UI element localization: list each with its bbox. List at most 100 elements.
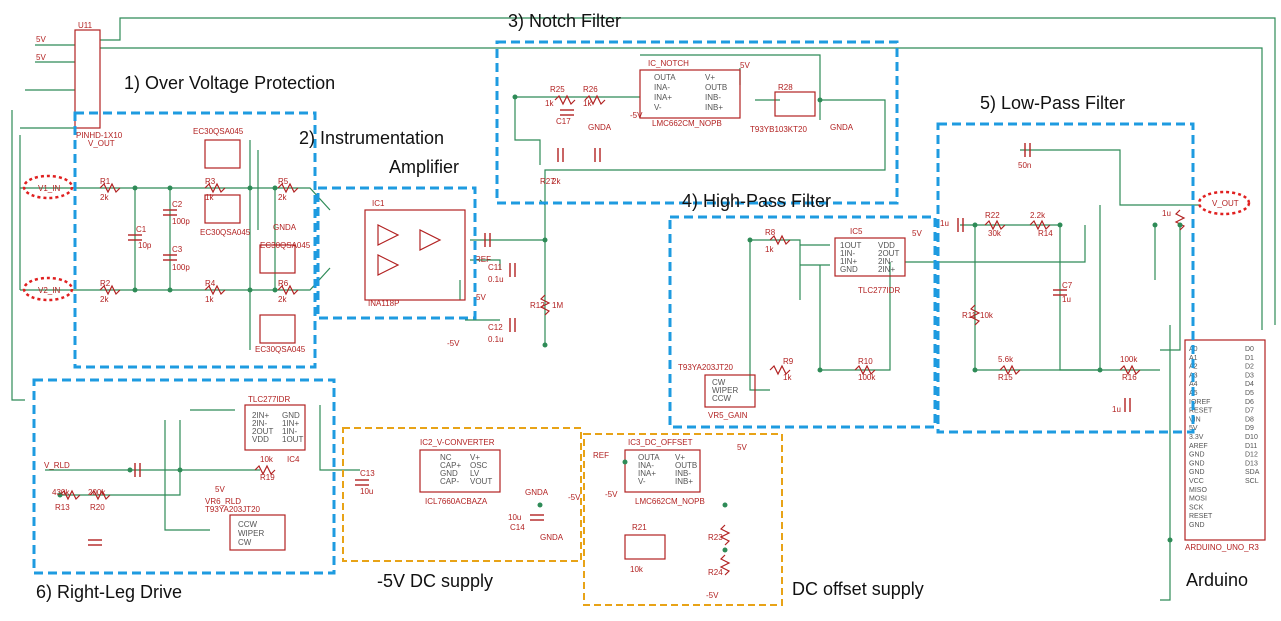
net-labels: 5V 5V V1_IN V2_IN V_OUT V_RLD REF REF V_…: [36, 35, 1239, 600]
pin-notch-7: OUTB: [705, 83, 727, 92]
neg5v-block-title: -5V DC supply: [377, 571, 494, 591]
label-r4: R4: [205, 279, 216, 288]
label-r3: R3: [205, 177, 216, 186]
arduino-pin-right: D9: [1245, 425, 1254, 432]
arduino-pin-left: GND: [1189, 469, 1205, 476]
arduino-pin-left: GND: [1189, 460, 1205, 467]
label-r2: R2: [100, 279, 111, 288]
value-r15: 5.6k: [998, 355, 1014, 364]
arduino-pin-left: 5V: [1189, 425, 1198, 432]
label-5v-a: 5V: [36, 35, 46, 44]
value-r22: 30k: [988, 229, 1002, 238]
label-5v-rld: 5V: [215, 485, 225, 494]
neg5v-block-outline: [342, 427, 582, 562]
pin-notch-4: V-: [654, 103, 662, 112]
label-tlc-hpf: TLC277IDR: [858, 286, 900, 295]
pin-hpf-8: VDD: [878, 241, 895, 250]
pin-notch-2: INA-: [654, 83, 670, 92]
label-c13: C13: [360, 469, 375, 478]
label-ref-dc: REF: [593, 451, 609, 460]
value-r2: 2k: [100, 295, 109, 304]
value-c7: 1u: [1062, 295, 1071, 304]
pin-icl-5: VOUT: [470, 477, 492, 486]
pin-icl-3: GND: [440, 469, 458, 478]
pin-notch-8: V+: [705, 73, 715, 82]
label-icl: ICL7660ACBAZA: [425, 497, 488, 506]
value-r26: 1k: [583, 99, 592, 108]
value-r10: 100k: [858, 373, 876, 382]
label-5v-hpf: 5V: [912, 229, 922, 238]
pin-notch-6: INB-: [705, 93, 721, 102]
label-v-rld: V_RLD: [44, 461, 70, 470]
dcoff-block-outline: [583, 433, 783, 606]
label-t93-gain: T93YA203JT20: [678, 363, 734, 372]
hpf-block-outline: [668, 215, 937, 429]
arduino-pin-right: D0: [1245, 346, 1254, 353]
pin-icl-4: CAP-: [440, 477, 459, 486]
arduino-pin-left: RESET: [1189, 408, 1213, 415]
label-arduino-part: ARDUINO_UNO_R3: [1185, 543, 1259, 552]
label-r23: R23: [708, 533, 723, 542]
value-r20: 200k: [88, 488, 106, 497]
pin-hpf-3: 1IN+: [840, 257, 857, 266]
pin-notch-1: OUTA: [654, 73, 676, 82]
label-r9: R9: [783, 357, 794, 366]
pin-hpf-5: 2IN+: [878, 265, 895, 274]
v-out-highlight: [1197, 190, 1251, 216]
pin-dc-3: INA+: [638, 469, 656, 478]
label-ref: REF: [475, 255, 491, 264]
label-vr5: VR5_GAIN: [708, 411, 748, 420]
label-r16: R16: [1122, 373, 1137, 382]
arduino-pin-left: IOREF: [1189, 399, 1210, 406]
pin-icl-8: V+: [470, 453, 480, 462]
label-r8: R8: [765, 228, 776, 237]
value-r8: 1k: [765, 245, 774, 254]
value-c1: 10p: [138, 241, 152, 250]
label-ic5: IC5: [850, 227, 863, 236]
value-r16: 100k: [1120, 355, 1138, 364]
arduino-pin-right: D4: [1245, 381, 1254, 388]
part-labels: U11 PINHD-1X10 EC30QSA045 EC30QSA045 EC3…: [52, 21, 1259, 577]
supply-block-outlines: [342, 427, 783, 606]
ovp-block-title: 1) Over Voltage Protection: [124, 73, 336, 93]
arduino-pin-left: AREF: [1189, 443, 1208, 450]
pin-dc-6: INB-: [675, 469, 691, 478]
label-ec30-a: EC30QSA045: [193, 127, 244, 136]
notch-block-title: 3) Notch Filter: [508, 11, 622, 31]
pin-dc-5: INB+: [675, 477, 693, 486]
value-cx4: 50n: [1018, 161, 1031, 170]
arduino-pin-left: VIN: [1189, 416, 1201, 423]
pin-rld-3: 1IN+: [282, 419, 299, 428]
label-ec30-d: EC30QSA045: [255, 345, 306, 354]
value-c12: 0.1u: [488, 335, 504, 344]
pin-notch-3: INA+: [654, 93, 672, 102]
value-r5: 2k: [278, 193, 287, 202]
arduino-pin-left: MOSI: [1189, 496, 1207, 503]
label-ec30-c: EC30QSA045: [260, 241, 311, 250]
label-r24: R24: [708, 568, 723, 577]
pin-notch-5: INB+: [705, 103, 723, 112]
label-pinhd: PINHD-1X10: [76, 131, 123, 140]
label-c2: C2: [172, 200, 183, 209]
ina-block-outline: [316, 186, 477, 320]
label-v1-in: V1_IN: [38, 184, 60, 193]
arduino-pin-right: D8: [1245, 416, 1254, 423]
label-lmc-notch: LMC662CM_NOPB: [652, 119, 722, 128]
ic-pin-names: OUTA INA- INA+ V- V+ OUTB INB- INB+ 1OUT…: [238, 73, 899, 547]
pin-pot-gain-cw: CW: [712, 378, 726, 387]
label-neg5v-conv: -5V: [568, 493, 581, 502]
label-gnda-notch: GNDA: [588, 123, 612, 132]
label-r20: R20: [90, 503, 105, 512]
label-v-out: V_OUT: [1212, 199, 1239, 208]
label-r25: R25: [550, 85, 565, 94]
value-c13: 10u: [360, 487, 373, 496]
pin-hpf-4: GND: [840, 265, 858, 274]
arduino-pin-right: D3: [1245, 372, 1254, 379]
pin-rld-4: GND: [282, 411, 300, 420]
label-r1: R1: [100, 177, 111, 186]
highlight-ellipses: [22, 174, 1251, 302]
arduino-pin-right: D6: [1245, 399, 1254, 406]
label-c12: C12: [488, 323, 503, 332]
hpf-block-title: 4) High-Pass Filter: [682, 191, 832, 211]
